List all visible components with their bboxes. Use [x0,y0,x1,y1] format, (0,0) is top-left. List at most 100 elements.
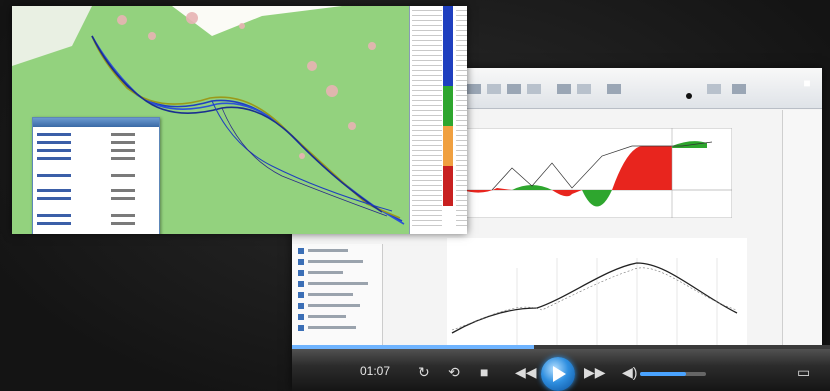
table-row [456,45,467,46]
table-row [412,155,442,156]
table-row [412,210,442,211]
table-row [456,205,467,206]
table-row [456,195,467,196]
table-row [456,210,467,211]
table-row [412,170,442,171]
table-row [456,175,467,176]
elapsed-time: 01:07 [360,364,391,378]
volume-level [640,372,687,376]
table-row [412,100,442,101]
table-row [412,125,442,126]
close-icon[interactable]: ■ [803,76,811,90]
table-row [412,165,442,166]
volume-slider[interactable] [640,372,706,376]
table-row [412,115,442,116]
table-row [412,90,442,91]
table-row [456,20,467,21]
table-row [456,180,467,181]
table-row [456,135,467,136]
table-row [412,15,442,16]
table-row [456,120,467,121]
table-row [456,100,467,101]
color-scale [443,6,453,206]
table-row [456,200,467,201]
table-row [412,175,442,176]
table-row [412,150,442,151]
table-row [412,60,442,61]
table-row [412,200,442,201]
table-row [412,25,442,26]
table-row [456,55,467,56]
table-row [412,30,442,31]
panel-title-bar [33,118,159,127]
table-row [456,85,467,86]
layers-panel [292,244,383,354]
table-row [412,95,442,96]
table-row [456,95,467,96]
route-statistics-panel [32,117,160,234]
table-row [456,35,467,36]
table-row [412,225,442,226]
table-row [456,215,467,216]
table-row [456,125,467,126]
table-row [456,130,467,131]
table-row [456,15,467,16]
properties-strip [782,110,822,355]
table-row [412,215,442,216]
table-row [412,85,442,86]
table-row [412,110,442,111]
table-row [412,75,442,76]
table-row [412,80,442,81]
seek-bar[interactable] [292,345,830,349]
table-row [456,10,467,11]
table-row [412,35,442,36]
table-row [412,70,442,71]
table-row [456,185,467,186]
elevation-profile-chart [447,238,747,358]
table-row [412,20,442,21]
table-row [412,205,442,206]
shuffle-icon[interactable]: ⟲ [448,364,460,380]
table-row [456,170,467,171]
table-row [456,60,467,61]
cut-fill-chart [452,128,732,218]
seek-progress [292,345,535,349]
table-row [456,50,467,51]
table-row [412,50,442,51]
table-row [456,110,467,111]
table-row [412,120,442,121]
table-row [456,165,467,166]
loop-icon[interactable]: ↻ [418,364,430,380]
table-row [456,25,467,26]
table-row [412,180,442,181]
map-window [12,6,467,234]
table-row [456,190,467,191]
table-row [412,145,442,146]
table-row [456,155,467,156]
table-row [456,80,467,81]
ribbon-icons [467,84,746,99]
table-row [412,185,442,186]
table-row [456,225,467,226]
table-row [412,190,442,191]
table-row [456,90,467,91]
rewind-icon[interactable]: ◀◀ [515,364,537,380]
table-row [412,140,442,141]
value-table [409,6,467,234]
table-row [412,105,442,106]
table-row [412,40,442,41]
table-row [412,220,442,221]
mute-icon[interactable]: ◀) [622,364,638,380]
table-row [456,145,467,146]
table-row [412,195,442,196]
fast-forward-icon[interactable]: ▶▶ [584,364,606,380]
table-row [456,30,467,31]
table-row [456,65,467,66]
fullscreen-icon[interactable]: ▭ [797,364,811,380]
table-row [412,10,442,11]
table-row [456,115,467,116]
table-row [456,105,467,106]
table-row [456,150,467,151]
stop-icon[interactable]: ■ [480,364,489,380]
play-button[interactable] [541,357,575,391]
